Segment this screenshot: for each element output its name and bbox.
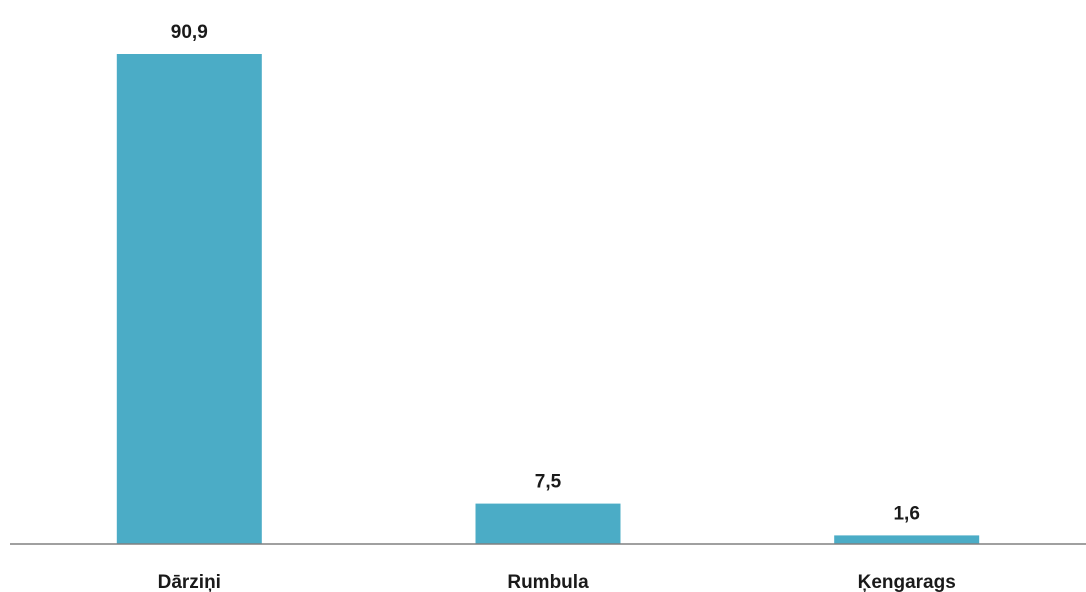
bar-1: [116, 54, 262, 544]
category-label-1: Dārziņi: [158, 572, 221, 592]
value-label-3: 1,6: [893, 503, 919, 524]
value-label-2: 7,5: [535, 472, 562, 493]
bar-3: [834, 535, 980, 544]
bar-2: [475, 503, 621, 544]
value-labels-group: 90,9 7,5 1,6: [171, 22, 920, 524]
category-label-3: Ķengarags: [858, 572, 956, 592]
category-label-2: Rumbula: [507, 572, 589, 592]
bars-group: [116, 54, 980, 544]
value-label-1: 90,9: [171, 22, 208, 43]
category-labels-group: Dārziņi Rumbula Ķengarags: [158, 572, 956, 592]
